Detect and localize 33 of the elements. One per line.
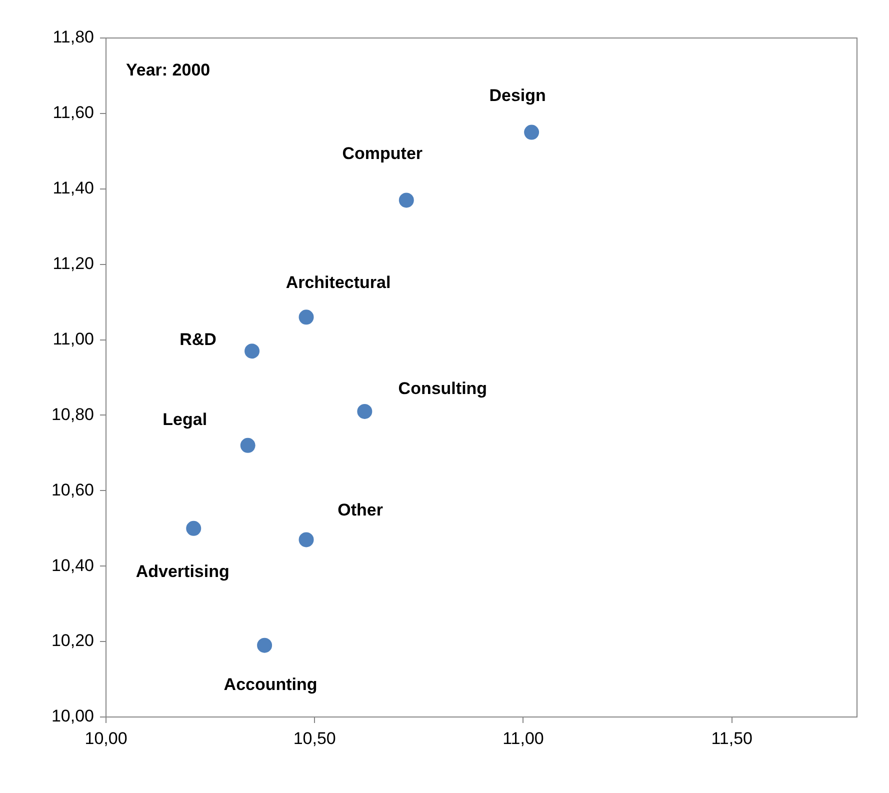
y-tick-label: 10,20 — [51, 631, 94, 650]
y-tick-label: 10,00 — [51, 706, 94, 726]
point — [186, 520, 202, 536]
y-tick-label: 10,60 — [51, 480, 94, 500]
y-tick-label: 11,00 — [52, 329, 94, 348]
point — [240, 438, 256, 453]
x-tick-label: 10,50 — [293, 728, 336, 748]
annotation: Legal — [162, 410, 208, 430]
point — [357, 404, 372, 419]
annotation: Year: 2000 — [126, 60, 210, 80]
annotation: Accounting — [224, 675, 318, 694]
y-tick-label: 10,80 — [51, 404, 94, 424]
annotation: Other — [338, 500, 384, 520]
x-tick-label: 11,00 — [502, 728, 544, 748]
y-tick-label: 11,40 — [52, 178, 94, 198]
annotation: Design — [489, 86, 546, 105]
point — [298, 532, 314, 548]
y-tick-label: 10,40 — [51, 556, 94, 575]
x-tick-label: 10,00 — [84, 728, 128, 748]
point — [398, 192, 414, 208]
point — [244, 344, 260, 359]
y-tick-label: 11,80 — [52, 28, 94, 47]
annotation: R&D — [180, 330, 216, 349]
y-tick-label: 11,20 — [52, 254, 94, 274]
point — [524, 124, 540, 140]
annotation: Computer — [342, 144, 423, 163]
point — [298, 310, 314, 325]
point — [257, 638, 272, 653]
x-tick-label: 11,50 — [711, 728, 752, 748]
annotation: Advertising — [136, 562, 230, 582]
annotation: Architectural — [286, 272, 391, 292]
annotation: Consulting — [398, 379, 488, 398]
y-tick-label: 11,60 — [52, 103, 94, 122]
